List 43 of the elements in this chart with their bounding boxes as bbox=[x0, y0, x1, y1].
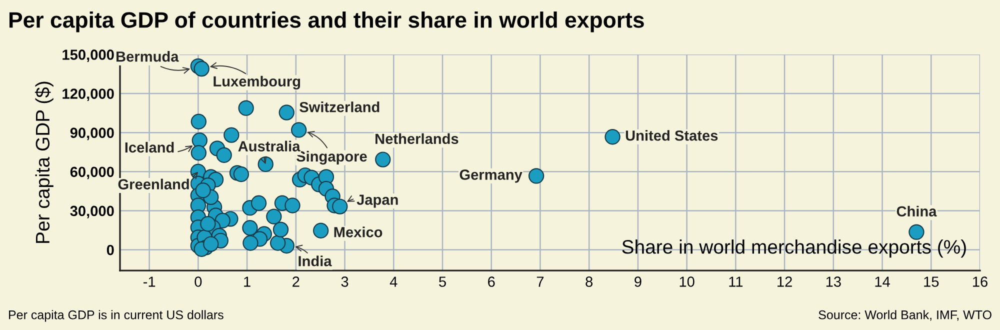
y-tick-label: 30,000 bbox=[70, 206, 114, 218]
x-tick-label: 10 bbox=[680, 276, 694, 287]
source-note: Source: World Bank, IMF, WTO bbox=[818, 310, 992, 321]
x-tick-label: 16 bbox=[973, 276, 988, 287]
annotation: Iceland bbox=[125, 142, 174, 153]
x-tick-label: 9 bbox=[634, 276, 642, 287]
y-axis-title: Per capita GDP ($) bbox=[34, 82, 54, 243]
x-tick-label: 15 bbox=[924, 276, 939, 287]
x-tick-label: 6 bbox=[488, 276, 495, 287]
annotation: Germany bbox=[460, 170, 522, 183]
annotation: China bbox=[896, 206, 937, 217]
text: Per capita GDP is in current US dollars bbox=[9, 310, 224, 322]
x-axis-title: Share in world merchandise exports (%) bbox=[622, 240, 966, 258]
annotation: Australia bbox=[238, 140, 300, 152]
chart-title: Per capita GDP of countries and their share in world exports bbox=[9, 12, 644, 32]
annotation: United States bbox=[626, 130, 718, 141]
annotation: Singapore bbox=[296, 150, 367, 165]
x-tick-label: 8 bbox=[586, 276, 593, 287]
annotation: Bermuda bbox=[116, 51, 179, 62]
x-tick-label: 7 bbox=[536, 276, 544, 287]
y-tick-label: 120,000 bbox=[62, 88, 114, 102]
x-tick-label: 12 bbox=[778, 276, 792, 287]
y-tick-label: 60,000 bbox=[70, 166, 114, 180]
y-tick-label: 150,000 bbox=[62, 50, 114, 62]
annotation: Greenland bbox=[118, 178, 189, 190]
annotation: Japan bbox=[356, 194, 398, 208]
x-tick-label: 13 bbox=[826, 276, 841, 287]
annotation: Netherlands bbox=[376, 133, 458, 144]
x-tick-label: 4 bbox=[390, 276, 398, 287]
annotation: Luxembourg bbox=[214, 76, 300, 90]
annotation: India bbox=[298, 256, 332, 266]
y-tick-label: 0 bbox=[106, 244, 114, 256]
x-tick-label: 0 bbox=[194, 276, 202, 287]
annotation: Mexico bbox=[334, 226, 382, 238]
x-tick-label: 3 bbox=[341, 276, 348, 287]
x-tick-label: 5 bbox=[439, 276, 446, 287]
x-tick-label: 1 bbox=[244, 276, 250, 287]
x-tick-label: 14 bbox=[875, 276, 890, 287]
x-tick-label: 2 bbox=[292, 276, 300, 287]
x-tick-label: -1 bbox=[143, 276, 156, 287]
x-tick-label: 11 bbox=[729, 276, 743, 287]
annotation: Switzerland bbox=[300, 102, 380, 112]
y-tick-label: 90,000 bbox=[70, 128, 114, 140]
